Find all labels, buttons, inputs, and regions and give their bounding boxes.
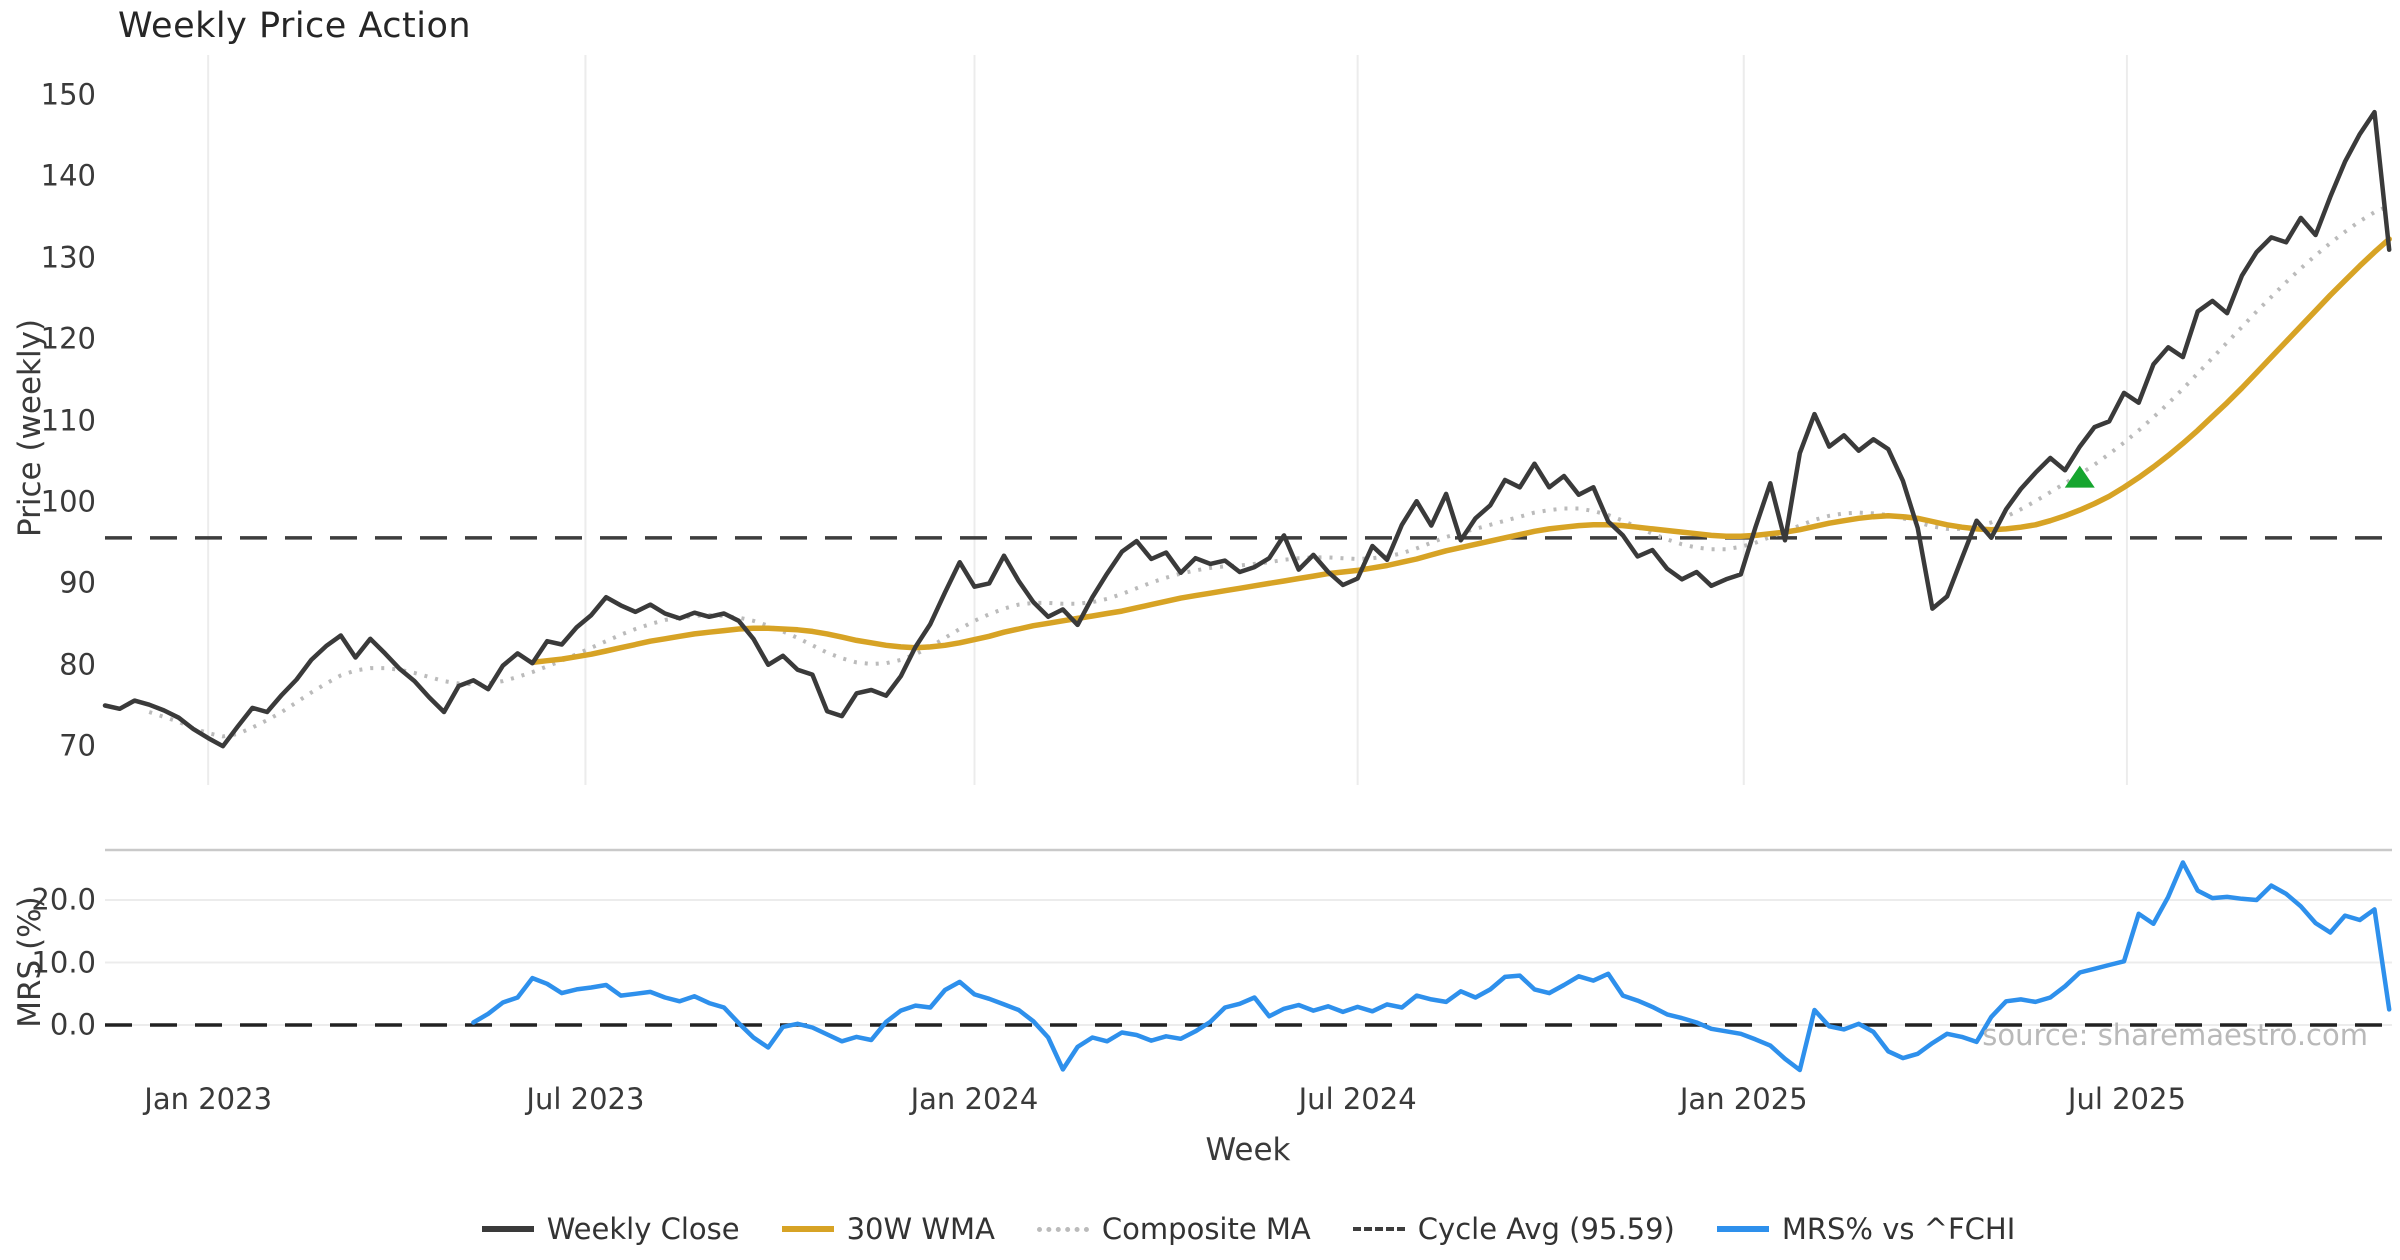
- x-tick: Jul 2023: [526, 1082, 645, 1116]
- mrs-axis-label: MRS (%): [12, 896, 48, 1028]
- mrs-line-icon: [1716, 1226, 1769, 1232]
- price-tick: 120: [40, 321, 96, 356]
- price-tick: 140: [40, 158, 96, 193]
- x-tick: Jan 2024: [910, 1082, 1039, 1116]
- price-tick: 100: [40, 484, 96, 519]
- mrs-tick: 20.0: [31, 882, 96, 917]
- price-tick: 90: [59, 565, 96, 600]
- price-axis-label: Price (weekly): [12, 318, 48, 538]
- legend-item-30w-wma: 30W WMA: [781, 1212, 995, 1246]
- chart-title: Weekly Price Action: [118, 6, 472, 46]
- wma-line-icon: [781, 1226, 834, 1232]
- price-tick: 80: [59, 647, 96, 682]
- composite-ma-line-icon: [1036, 1226, 1089, 1232]
- cycle-avg-line-icon: [1352, 1227, 1405, 1231]
- mrs-tick: 0.0: [49, 1007, 96, 1042]
- price-tick: 110: [40, 402, 96, 437]
- x-tick: Jul 2025: [2067, 1082, 2186, 1116]
- x-tick: Jan 2025: [1679, 1082, 1808, 1116]
- x-tick: Jul 2024: [1298, 1082, 1417, 1116]
- legend: Weekly Close 30W WMA Composite MA Cycle …: [105, 1212, 2392, 1246]
- legend-item-cycle-avg: Cycle Avg (95.59): [1352, 1212, 1675, 1246]
- weekly-close-line-icon: [481, 1226, 534, 1232]
- legend-item-weekly-close: Weekly Close: [481, 1212, 740, 1246]
- legend-item-mrs: MRS% vs ^FCHI: [1716, 1212, 2015, 1246]
- price-tick: 130: [40, 240, 96, 275]
- x-tick: Jan 2023: [144, 1082, 273, 1116]
- legend-item-composite-ma: Composite MA: [1036, 1212, 1311, 1246]
- price-tick: 70: [59, 728, 96, 763]
- source-watermark: source: sharemaestro.com: [1982, 1018, 2368, 1052]
- price-tick: 150: [40, 77, 96, 112]
- mrs-tick: 10.0: [31, 944, 96, 979]
- x-axis-label: Week: [1205, 1132, 1291, 1168]
